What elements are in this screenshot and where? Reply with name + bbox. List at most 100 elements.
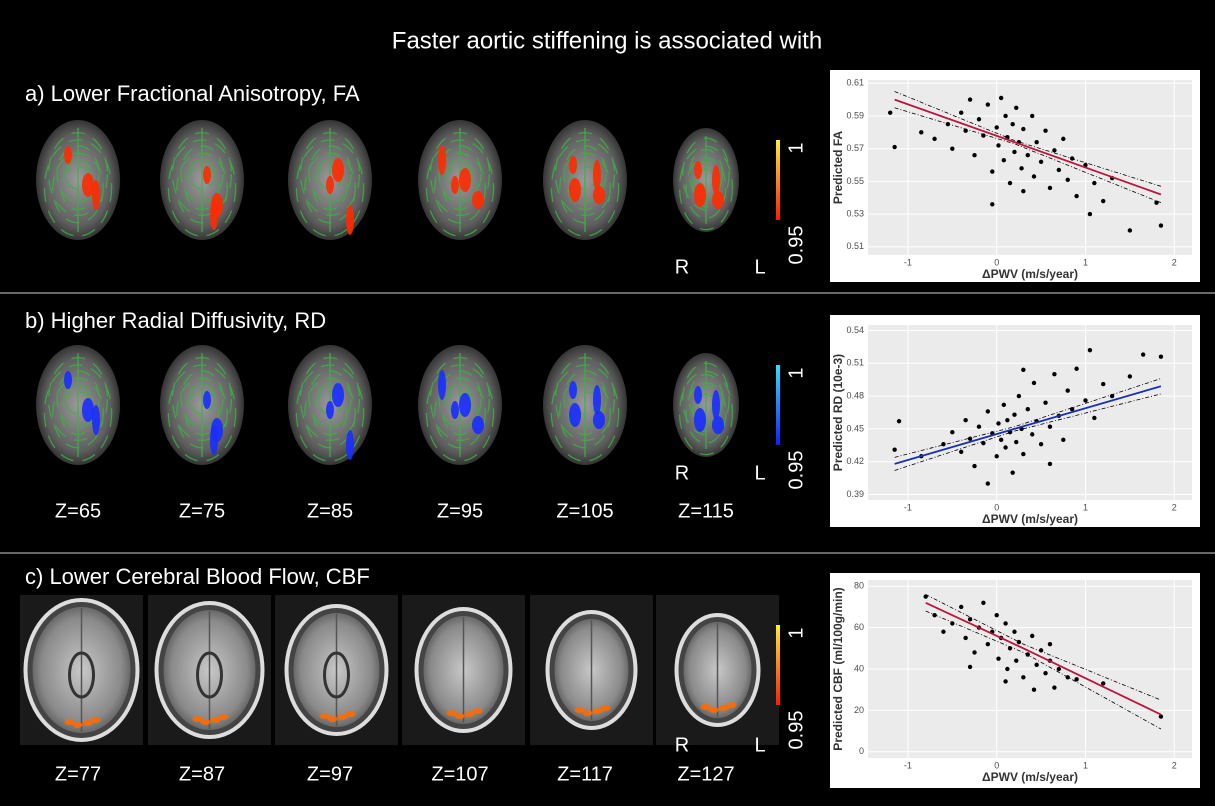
point [1032,687,1036,691]
point [1048,462,1052,466]
point [968,665,972,669]
cluster [332,158,344,182]
point [1017,640,1021,644]
cluster [332,383,344,407]
point [1074,367,1078,371]
colorbar-label: 0.95 [785,451,807,490]
panel-label: b) Higher Radial Diffusivity, RD [25,308,326,333]
brain-slice [543,120,627,240]
cluster [593,385,601,415]
point [1014,106,1018,110]
y-tick-label: 20 [854,705,864,715]
point [1057,667,1061,671]
cluster [210,200,218,230]
point [950,430,954,434]
point [996,421,1000,425]
point [995,613,999,617]
x-tick-label: 1 [1083,257,1088,267]
point [1012,630,1016,634]
point [1012,150,1016,154]
cluster [346,711,356,717]
point [977,117,981,121]
point [990,202,994,206]
cluster [694,408,706,432]
point [1021,452,1025,456]
plot-panel [868,80,1192,255]
y-tick-label: 80 [854,581,864,591]
brain-slice [275,595,398,745]
cluster [694,161,702,179]
point [977,425,981,429]
point [968,97,972,101]
point [1048,186,1052,190]
y-axis-label: Predicted FA [831,130,845,204]
cluster [73,722,83,728]
y-tick-label: 40 [854,663,864,673]
cluster [459,393,471,417]
cluster [326,176,334,194]
point [1043,671,1047,675]
point [1092,181,1096,185]
point [1066,388,1070,392]
cluster [712,390,720,420]
point [1128,374,1132,378]
point [932,137,936,141]
cluster [569,178,581,202]
cluster [92,405,100,435]
point [892,145,896,149]
point [972,153,976,157]
figure: Faster aortic stiffening is associated w… [0,0,1215,801]
point [972,464,976,468]
point [1061,137,1065,141]
point [1043,129,1047,133]
point [1159,223,1163,227]
slice-label: Z=117 [557,763,613,785]
colorbar [776,625,780,705]
point [1003,114,1007,118]
point [1008,181,1012,185]
slice-label: Z=77 [55,763,101,785]
cluster [727,702,737,708]
side-label: L [754,734,765,756]
colorbar [776,365,780,445]
point [1005,418,1009,422]
point [1002,403,1006,407]
cluster [593,160,601,190]
side-label: R [675,734,689,756]
point [1048,642,1052,646]
cluster [451,401,459,419]
slice-label: Z=115 [678,500,734,522]
cluster [712,165,720,195]
point [986,481,990,485]
point [1003,679,1007,683]
point [1039,442,1043,446]
point [1026,407,1030,411]
panel-label: a) Lower Fractional Anisotropy, FA [25,81,360,106]
point [1019,166,1023,170]
panel-label: c) Lower Cerebral Blood Flow, CBF [25,564,370,589]
point [959,111,963,115]
cluster [694,386,702,404]
cluster [593,411,605,429]
cluster [569,381,577,399]
slice-label: Z=75 [179,500,225,522]
cluster [326,401,334,419]
point [1061,438,1065,442]
cluster [455,713,465,719]
figure-title: Faster aortic stiffening is associated w… [392,27,822,54]
brain-slice [36,345,120,465]
cluster [64,146,72,164]
y-axis-label: Predicted RD (10e-3) [831,354,845,471]
cluster [201,719,211,725]
cluster [569,403,581,427]
brain-slice [20,595,143,745]
point [1010,470,1014,474]
brain-slice [656,595,779,745]
y-tick-label: 0.59 [846,110,864,120]
y-tick-label: 0.45 [846,423,864,433]
x-axis-label: ΔPWV (m/s/year) [982,512,1078,526]
point [1141,352,1145,356]
point [1159,714,1163,718]
point [1012,412,1016,416]
y-tick-label: 0.53 [846,208,864,218]
